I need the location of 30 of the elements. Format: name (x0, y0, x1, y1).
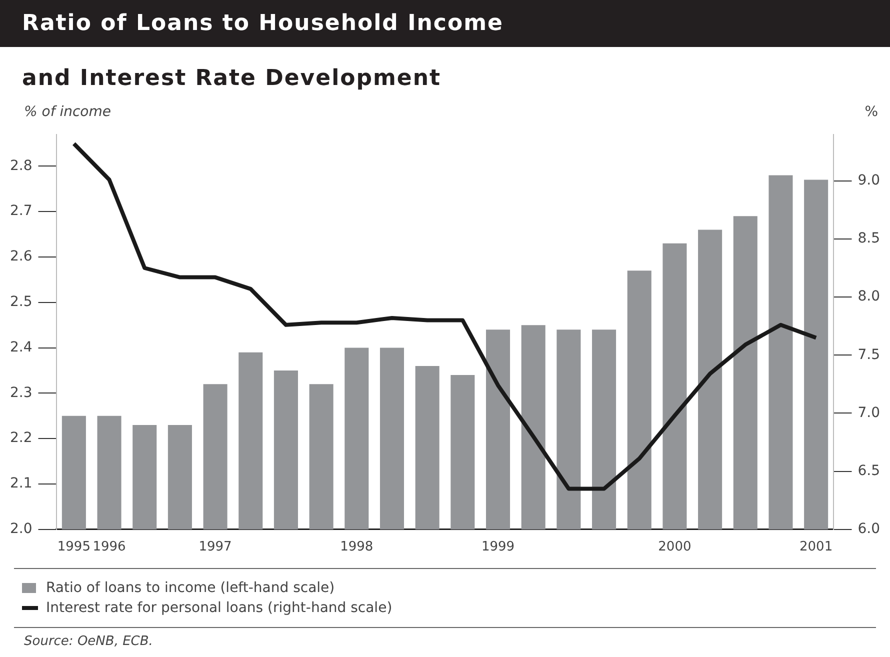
y2-tick-label: 9.0 (858, 172, 880, 189)
x-tick-label: 2000 (658, 540, 692, 555)
y2-tick-label: 7.0 (858, 404, 880, 421)
legend-label: Interest rate for personal loans (right-hand scale) (46, 600, 392, 616)
y-tick-label: 2.5 (10, 294, 32, 310)
y-tick-label: 2.6 (10, 248, 32, 265)
x-tick-label: 2001 (800, 540, 833, 555)
y2-tick-label: 8.5 (858, 230, 880, 247)
y2-tick-label: 7.5 (858, 346, 880, 363)
y-tick-label: 2.0 (10, 521, 32, 538)
y-tick-label: 2.2 (10, 430, 32, 446)
y-tick-label: 2.1 (10, 476, 32, 492)
chart-subtitle: and Interest Rate Development (22, 66, 441, 91)
source-note: Source: OeNB, ECB. (24, 634, 153, 649)
legend-label: Ratio of loans to income (left-hand scale) (46, 580, 335, 596)
y-tick-label: 2.3 (10, 384, 32, 401)
x-tick-label: 1997 (198, 540, 232, 555)
y-tick-label: 2.7 (10, 203, 32, 220)
x-tick-label: 1998 (340, 540, 374, 555)
y2-tick-label: 6.0 (858, 521, 880, 538)
y-tick-label: 2.8 (10, 158, 32, 174)
y-axis-title: % of income (24, 104, 111, 120)
x-tick-label: 1995 (57, 540, 90, 555)
y2-tick-label: 6.5 (858, 462, 880, 479)
y2-axis-title: % (864, 104, 878, 120)
y2-tick-label: 8.0 (858, 288, 880, 305)
x-tick-label: 1999 (481, 540, 515, 555)
y-tick-label: 2.4 (10, 339, 32, 356)
x-tick-label: 1996 (92, 540, 126, 555)
chart-title: Ratio of Loans to Household Income (0, 0, 890, 47)
